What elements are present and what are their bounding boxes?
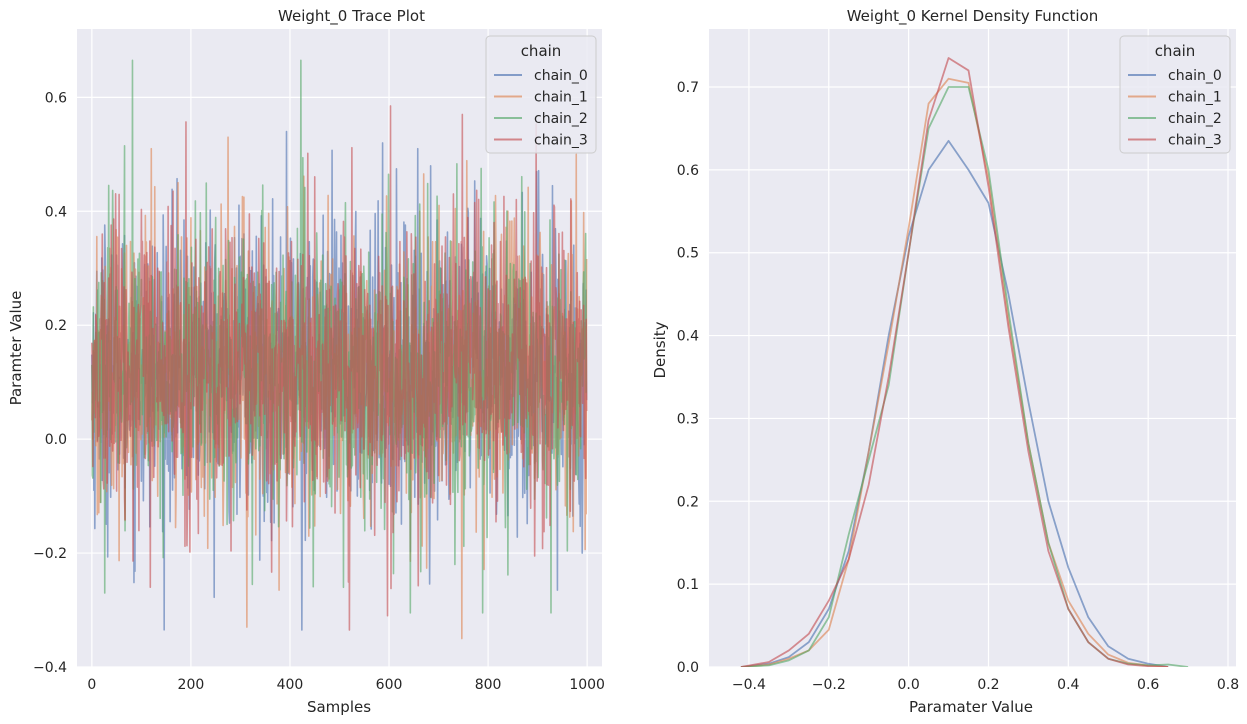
kde-plot-xlabel: Paramater Value xyxy=(909,698,1033,716)
kde-legend-title: chain xyxy=(1155,42,1196,60)
kde-y-tick-label: 0.3 xyxy=(677,411,699,427)
kde-legend-label: chain_1 xyxy=(1168,90,1222,106)
trace-x-tick-label: 400 xyxy=(277,677,304,693)
kde-legend-label: chain_3 xyxy=(1168,133,1222,149)
kde-series-chain_0 xyxy=(740,139,1169,667)
kde-y-tick-label: 0.1 xyxy=(677,577,699,593)
trace-plot-panel: Weight_0 Trace Plot Samples Paramter Val… xyxy=(7,7,605,716)
kde-x-tick-label: 0.2 xyxy=(977,677,999,693)
trace-y-tick-label: 0.4 xyxy=(45,204,67,220)
trace-x-tick-label: 600 xyxy=(376,677,403,693)
kde-y-tick-label: 0.7 xyxy=(677,80,699,96)
kde-y-tick-label: 0.2 xyxy=(677,494,699,510)
trace-y-tick-label: 0.2 xyxy=(45,318,67,334)
trace-y-tick-label: 0.6 xyxy=(45,90,67,106)
trace-y-tick-label: −0.2 xyxy=(33,546,67,562)
kde-plot-title: Weight_0 Kernel Density Function xyxy=(847,7,1099,26)
trace-x-tick-label: 0 xyxy=(87,677,96,693)
trace-plot-xlabel: Samples xyxy=(307,698,371,716)
kde-x-tick-label: 0.6 xyxy=(1137,677,1159,693)
kde-series-chain_3 xyxy=(740,57,1169,667)
kde-legend-label: chain_0 xyxy=(1168,68,1222,84)
trace-y-tick-label: −0.4 xyxy=(33,660,67,676)
kde-x-tick-label: 0.0 xyxy=(897,677,919,693)
trace-legend-label: chain_3 xyxy=(534,133,588,149)
kde-legend-label: chain_2 xyxy=(1168,111,1222,127)
trace-x-tick-label: 200 xyxy=(178,677,205,693)
trace-legend-label: chain_2 xyxy=(534,111,588,127)
trace-plot-ylabel: Paramter Value xyxy=(7,291,25,406)
kde-plot-ylabel: Density xyxy=(651,321,669,378)
kde-y-tick-label: 0.0 xyxy=(677,660,699,676)
kde-y-tick-label: 0.6 xyxy=(677,163,699,179)
kde-x-tick-label: −0.2 xyxy=(812,677,846,693)
kde-y-tick-label: 0.4 xyxy=(677,329,699,345)
kde-plot-panel: Weight_0 Kernel Density Function Paramat… xyxy=(651,7,1239,716)
kde-x-tick-label: 0.4 xyxy=(1057,677,1079,693)
kde-y-tick-label: 0.5 xyxy=(677,246,699,262)
trace-legend-title: chain xyxy=(521,42,562,60)
trace-y-tick-label: 0.0 xyxy=(45,432,67,448)
trace-legend-box xyxy=(485,35,597,154)
trace-x-tick-label: 800 xyxy=(475,677,502,693)
kde-x-tick-label: 0.8 xyxy=(1217,677,1239,693)
trace-plot-title: Weight_0 Trace Plot xyxy=(278,7,425,26)
trace-legend-label: chain_0 xyxy=(534,68,588,84)
kde-legend: chain chain_0 chain_1 chain_2 chain_3 xyxy=(1119,35,1231,154)
trace-x-tick-label: 1000 xyxy=(569,677,605,693)
trace-legend-label: chain_1 xyxy=(534,90,588,106)
kde-legend-box xyxy=(1119,35,1231,154)
trace-series-chain_3 xyxy=(91,105,588,631)
kde-x-tick-label: −0.4 xyxy=(732,677,766,693)
trace-legend: chain chain_0 chain_1 chain_2 chain_3 xyxy=(485,35,597,154)
kde-series-chain_1 xyxy=(740,77,1169,667)
